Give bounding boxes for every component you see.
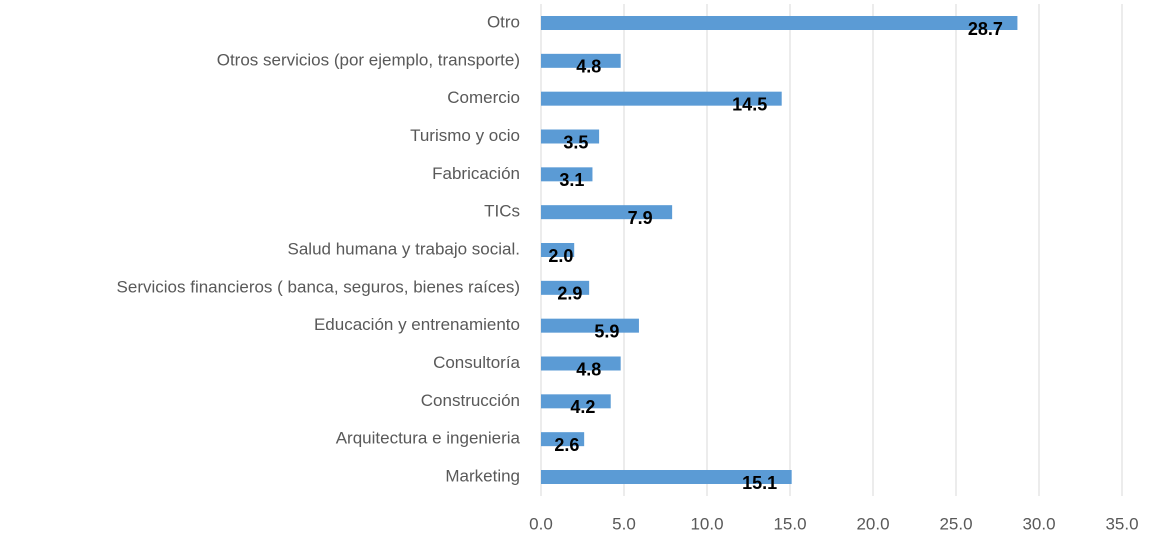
x-tick-label: 15.0: [773, 514, 806, 533]
data-label: 2.0: [548, 246, 573, 266]
y-tick-label: Fabricación: [432, 164, 520, 183]
data-label: 7.9: [628, 208, 653, 228]
bar: [541, 243, 575, 257]
data-label: 15.1: [742, 473, 777, 493]
bar: [541, 205, 673, 220]
bar: [541, 394, 611, 409]
data-label: 3.1: [559, 170, 584, 190]
y-tick-label: Salud humana y trabajo social.: [288, 239, 520, 258]
x-tick-label: 5.0: [612, 514, 636, 533]
y-tick-label: Construcción: [421, 391, 520, 410]
data-label: 28.7: [968, 19, 1003, 39]
data-label: 14.5: [732, 94, 767, 114]
data-label: 2.6: [554, 435, 579, 455]
bar: [541, 280, 590, 295]
x-tick-label: 30.0: [1022, 514, 1055, 533]
y-tick-label: Arquitectura e ingenieria: [336, 429, 521, 448]
data-label: 4.2: [570, 397, 595, 417]
x-tick-label: 35.0: [1105, 514, 1138, 533]
bar: [541, 318, 639, 333]
x-tick-label: 0.0: [529, 514, 553, 533]
bar: [541, 129, 600, 144]
y-tick-label: Servicios financieros ( banca, seguros, …: [117, 277, 520, 296]
y-tick-label: Marketing: [445, 466, 520, 485]
data-label: 5.9: [594, 321, 619, 341]
bar: [541, 432, 585, 447]
data-label: 3.5: [563, 132, 588, 152]
y-tick-label: Otros servicios (por ejemplo, transporte…: [217, 50, 520, 69]
data-label: 4.8: [576, 57, 601, 77]
x-tick-label: 10.0: [690, 514, 723, 533]
bar: [541, 91, 782, 106]
x-tick-label: 20.0: [856, 514, 889, 533]
bar: [541, 167, 593, 182]
y-tick-label: Educación y entrenamiento: [314, 315, 520, 334]
x-tick-label: 25.0: [939, 514, 972, 533]
y-tick-label: Consultoría: [433, 353, 520, 372]
y-tick-label: Comercio: [447, 88, 520, 107]
bar: [541, 470, 792, 484]
data-label: 2.9: [557, 284, 582, 304]
y-tick-label: TICs: [484, 202, 520, 221]
bar: [541, 16, 1018, 30]
bar: [541, 356, 621, 371]
y-tick-label: Turismo y ocio: [410, 126, 520, 145]
data-label: 4.8: [576, 359, 601, 379]
bar: [541, 53, 621, 68]
y-tick-label: Otro: [487, 12, 520, 31]
